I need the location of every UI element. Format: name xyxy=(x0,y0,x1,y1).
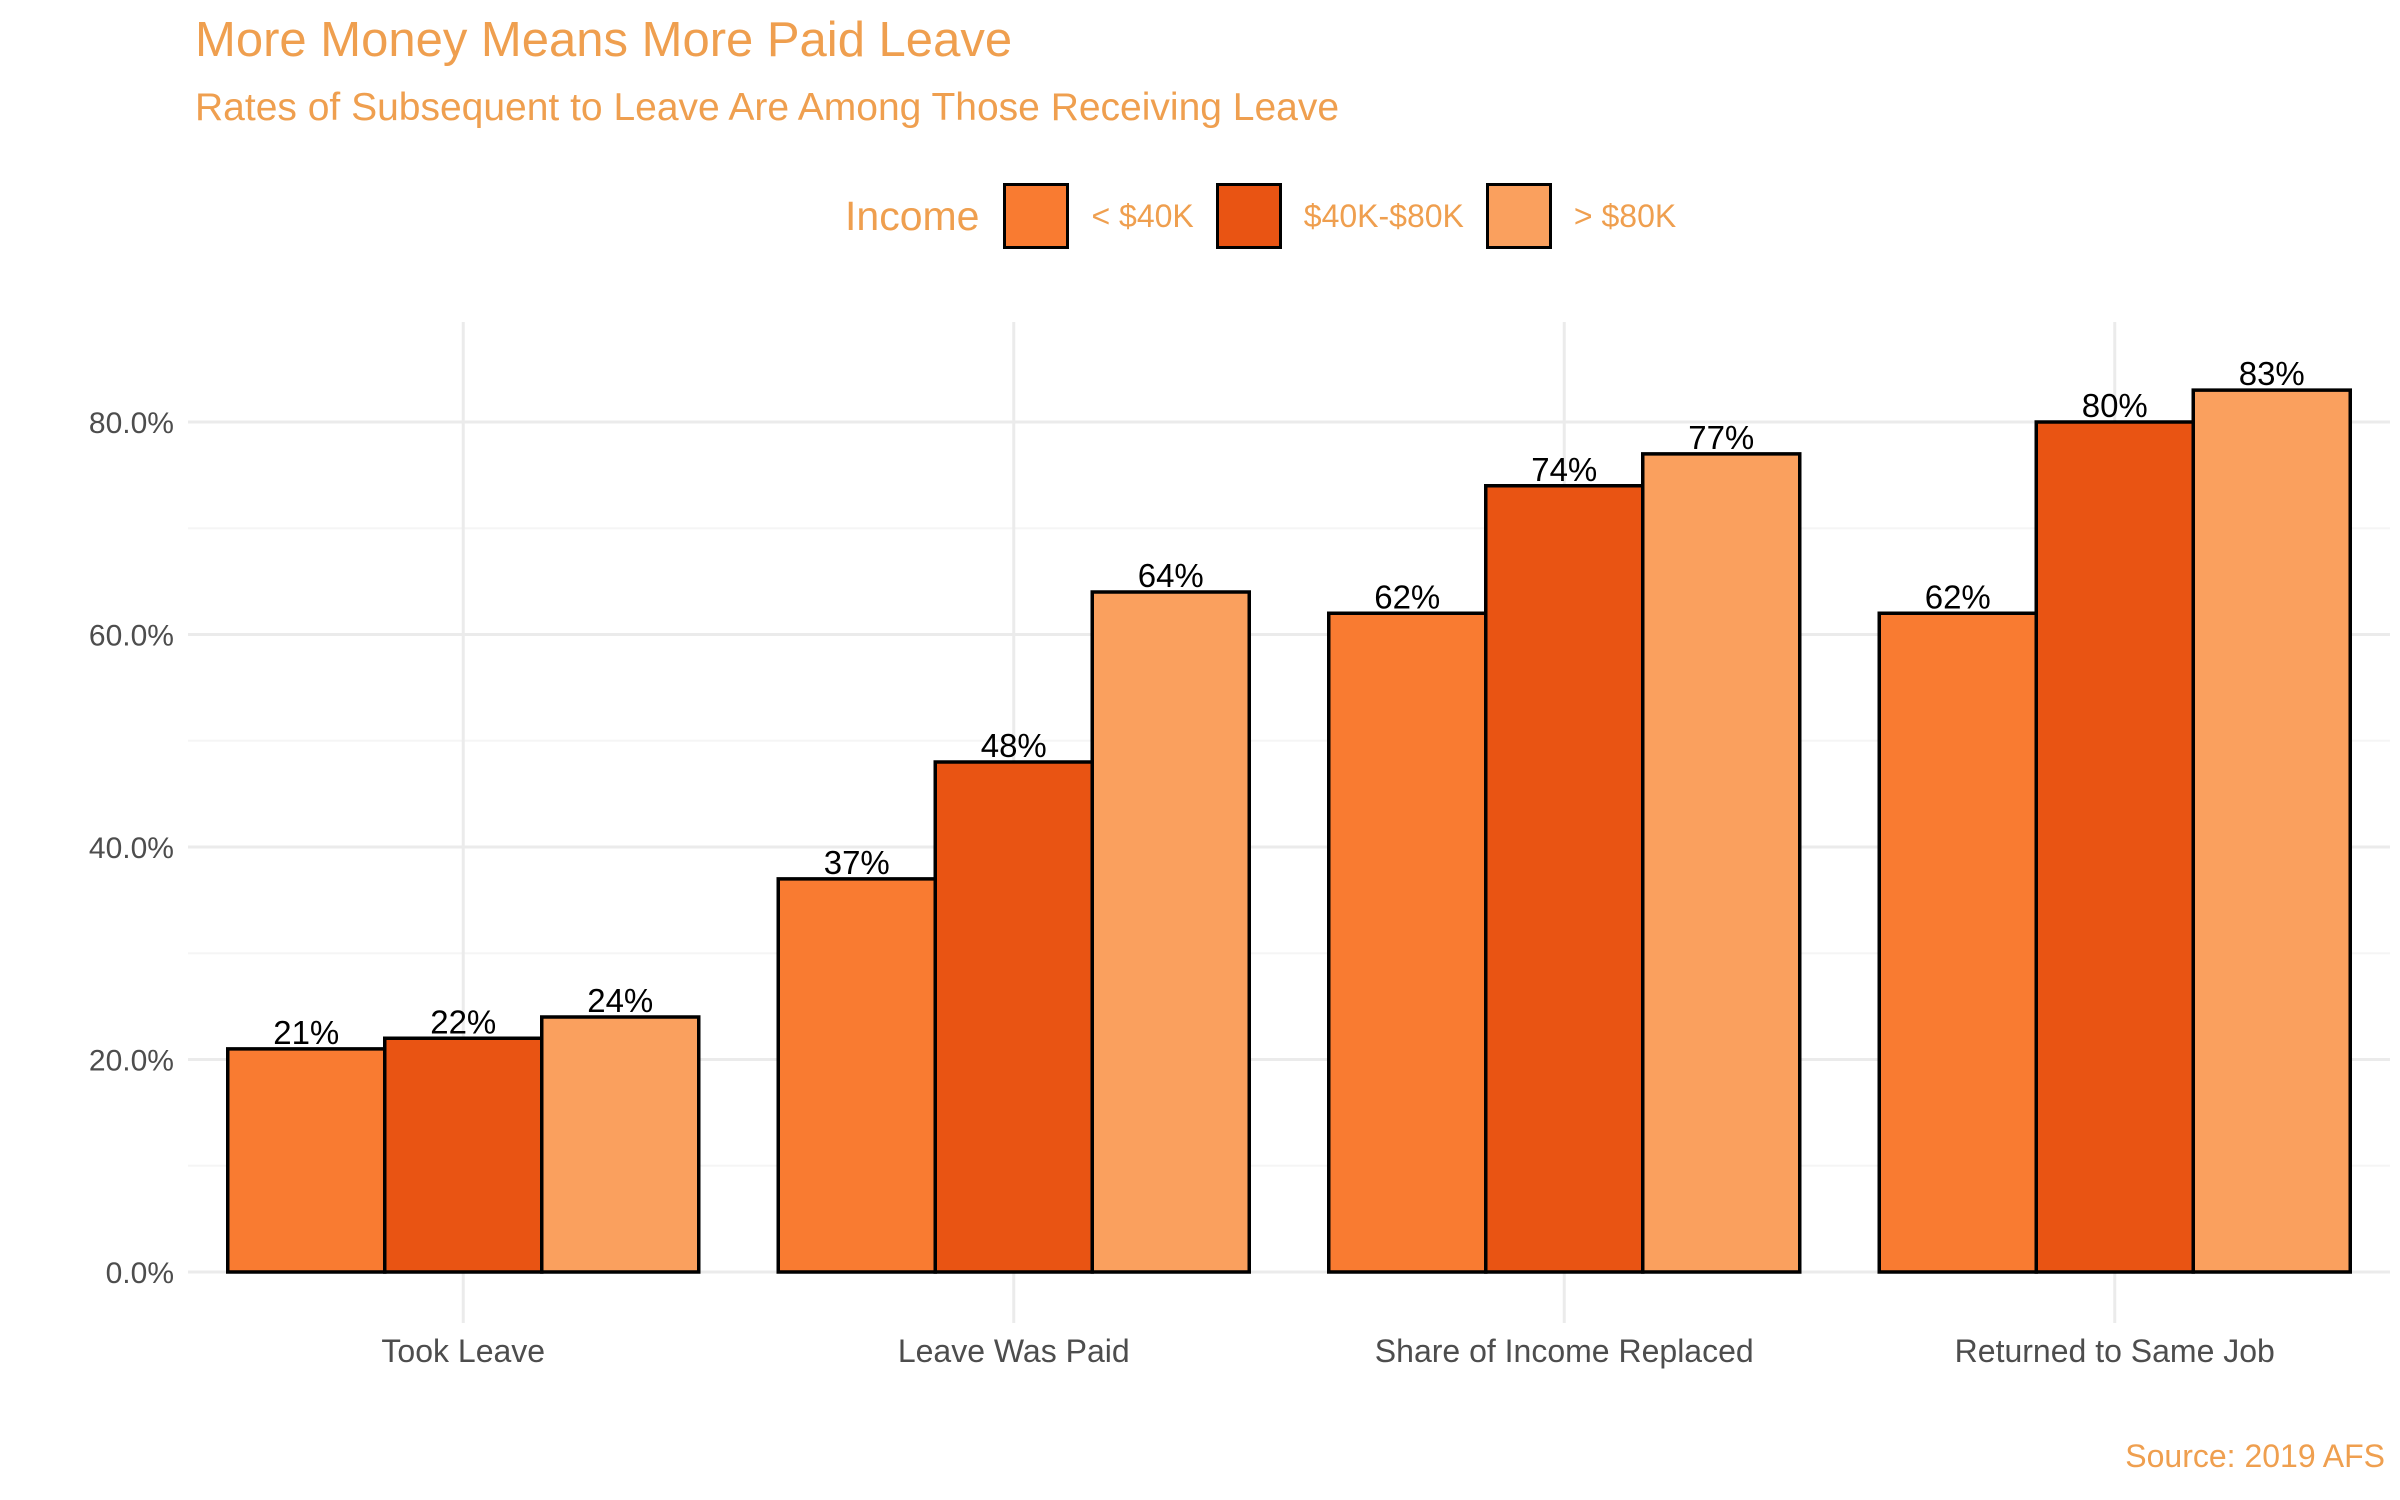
bar-value-label: 64% xyxy=(1138,557,1204,594)
bar-value-label: 80% xyxy=(2082,387,2148,424)
legend-swatch-over-80k xyxy=(1485,183,1552,249)
bar-value-label: 21% xyxy=(273,1014,339,1051)
bar-share-of-income-replaced-40k xyxy=(1327,611,1488,1274)
x-tick-label: Took Leave xyxy=(381,1333,545,1369)
bar-value-label: 22% xyxy=(430,1003,496,1040)
y-tick-label: 60.0% xyxy=(89,620,174,653)
legend-label-over-80k: > $80K xyxy=(1573,197,1677,234)
bar-took-leave-40k xyxy=(226,1047,387,1274)
legend-swatch-40k-80k xyxy=(1215,183,1282,249)
y-tick-label: 20.0% xyxy=(89,1045,174,1078)
x-tick-label: Returned to Same Job xyxy=(1955,1333,2275,1369)
legend-swatch-under-40k xyxy=(1003,183,1070,249)
y-tick-label: 40.0% xyxy=(89,832,174,865)
bar-share-of-income-replaced-40k-80k xyxy=(1484,484,1645,1274)
bar-value-label: 62% xyxy=(1374,578,1440,615)
chart-subtitle: Rates of Subsequent to Leave Are Among T… xyxy=(195,86,1340,129)
bar-took-leave-80k xyxy=(540,1015,701,1274)
bar-value-label: 24% xyxy=(587,982,653,1019)
legend-item-over-80k: > $80K xyxy=(1485,183,1677,249)
bar-returned-to-same-job-80k xyxy=(2191,388,2352,1274)
bar-returned-to-same-job-40k-80k xyxy=(2034,420,2195,1274)
bar-share-of-income-replaced-80k xyxy=(1641,452,1802,1274)
source-caption: Source: 2019 AFS xyxy=(2125,1438,2385,1474)
x-tick-label: Leave Was Paid xyxy=(898,1333,1130,1369)
bar-returned-to-same-job-40k xyxy=(1877,611,2038,1274)
bar-took-leave-40k-80k xyxy=(383,1036,544,1274)
bar-value-label: 62% xyxy=(1925,578,1991,615)
bar-value-label: 37% xyxy=(824,844,890,881)
bar-value-label: 83% xyxy=(2239,355,2305,392)
bar-leave-was-paid-40k-80k xyxy=(933,760,1094,1274)
bar-leave-was-paid-80k xyxy=(1090,590,1251,1274)
legend-label-under-40k: < $40K xyxy=(1091,197,1194,234)
bar-leave-was-paid-40k xyxy=(776,877,937,1274)
legend-title: Income xyxy=(845,192,980,239)
x-tick-label: Share of Income Replaced xyxy=(1375,1333,1754,1369)
legend: Income < $40K $40K-$80K > $80K xyxy=(845,180,1698,252)
legend-item-40k-80k: $40K-$80K xyxy=(1215,183,1464,249)
y-tick-label: 0.0% xyxy=(106,1257,174,1290)
legend-item-under-40k: < $40K xyxy=(1003,183,1194,249)
legend-label-40k-80k: $40K-$80K xyxy=(1303,197,1464,234)
chart-title: More Money Means More Paid Leave xyxy=(195,13,1013,67)
bar-value-label: 48% xyxy=(981,727,1047,764)
bar-value-label: 74% xyxy=(1531,451,1597,488)
bar-value-label: 77% xyxy=(1688,419,1754,456)
y-tick-label: 80.0% xyxy=(89,407,174,440)
